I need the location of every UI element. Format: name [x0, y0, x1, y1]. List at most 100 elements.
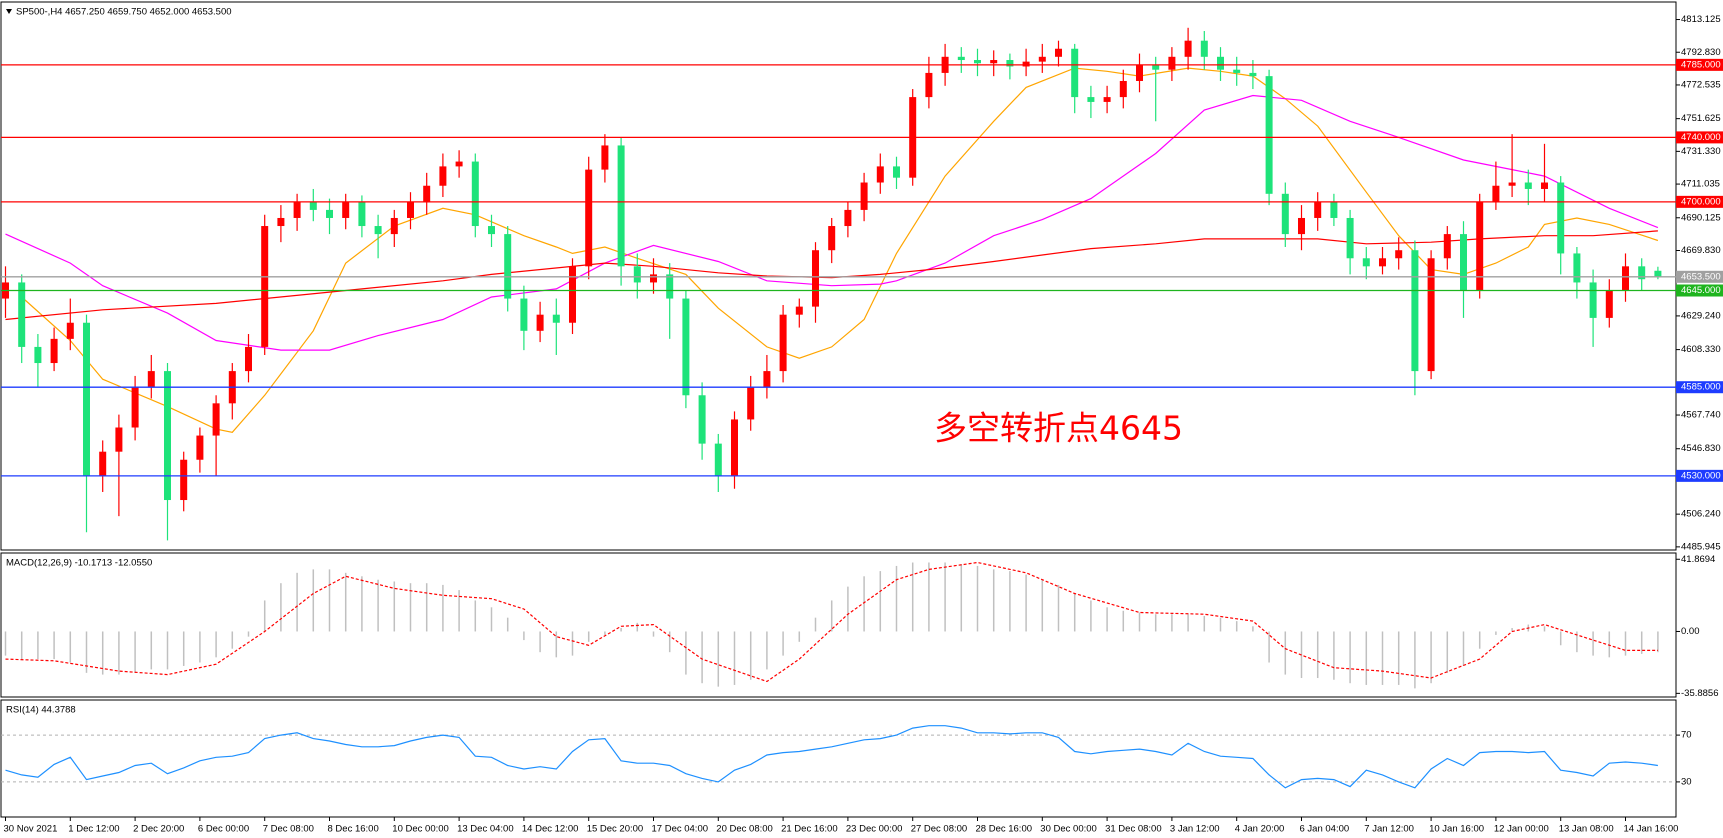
x-tick-label: 2 Dec 20:00 [133, 824, 184, 835]
candle-body [1217, 56, 1224, 70]
candle-body [18, 282, 26, 347]
x-tick-label: 30 Dec 00:00 [1040, 824, 1097, 835]
moving-average [5, 94, 1659, 351]
candle-body [1184, 40, 1192, 57]
candle-body [1476, 201, 1484, 291]
candle-body [1541, 182, 1548, 189]
panel-title: MACD(12,26,9) -10.1713 -12.0550 [6, 558, 152, 569]
candle-body [277, 217, 285, 227]
moving-average [5, 230, 1658, 321]
candle-body [666, 274, 674, 299]
candle-body [131, 387, 139, 428]
y-tick-label: 4690.125 [1681, 212, 1721, 223]
candle-body [1362, 258, 1370, 267]
x-tick-label: 20 Dec 08:00 [716, 824, 773, 835]
candle-body [633, 266, 641, 283]
y-tick-label: 4813.125 [1681, 14, 1721, 25]
panel-frame [0, 699, 1677, 818]
level-label-box [1676, 195, 1723, 208]
candle-body [1281, 193, 1289, 235]
candle-body [1330, 201, 1338, 218]
candle-body [1395, 250, 1403, 259]
candle-body [974, 60, 981, 64]
candle-body [1200, 40, 1208, 57]
y-tick-label: 4546.830 [1681, 443, 1721, 454]
candle-body [1427, 258, 1435, 372]
candle-body [358, 201, 366, 227]
menu-arrow [6, 9, 12, 14]
x-tick-label: 21 Dec 16:00 [781, 824, 838, 835]
candle-body [471, 161, 479, 227]
candle-body [747, 387, 755, 420]
candle-body [536, 314, 544, 331]
candle-body [1492, 185, 1500, 202]
candle-body [99, 451, 107, 476]
candle-body [439, 166, 447, 186]
candle-body [196, 435, 204, 460]
candle-body [1443, 234, 1451, 259]
candle-body [180, 459, 188, 501]
annotation: 多空转折点4645 [934, 409, 1183, 448]
x-tick-label: 14 Jan 16:00 [1624, 824, 1679, 835]
candle-body [552, 314, 560, 323]
x-tick-label: 30 Nov 2021 [4, 824, 58, 835]
candle-body [164, 371, 171, 501]
candle-body [650, 274, 657, 283]
candle-body [1055, 48, 1062, 57]
x-tick-label: 27 Dec 08:00 [911, 824, 968, 835]
candle-body [779, 314, 787, 372]
candle-body [83, 322, 90, 476]
x-tick-label: 28 Dec 16:00 [976, 824, 1033, 835]
candle-body [1573, 253, 1581, 283]
x-tick-label: 1 Dec 12:00 [68, 824, 119, 835]
candle-body [763, 371, 771, 388]
y-tick-label: 4629.240 [1681, 310, 1721, 321]
candle-body [293, 201, 301, 218]
candle-body [1524, 182, 1532, 189]
candle-body [876, 166, 884, 183]
candle-body [1638, 266, 1646, 280]
candle-body [925, 72, 933, 98]
x-tick-label: 3 Jan 12:00 [1170, 824, 1220, 835]
candle-body [585, 169, 593, 267]
level-label-box [1676, 381, 1723, 394]
x-tick-label: 13 Dec 04:00 [457, 824, 514, 835]
candle-body [50, 338, 58, 364]
candle-body [1589, 282, 1597, 318]
x-tick-label: 12 Jan 00:00 [1494, 824, 1549, 835]
candle-body [1265, 76, 1273, 194]
level-label: 4700.000 [1681, 196, 1721, 207]
candle-body [245, 346, 252, 372]
candle-body [147, 371, 155, 388]
y-tick-label: 4751.625 [1681, 113, 1721, 124]
candle-body [488, 226, 495, 235]
y-tick-label: 0.00 [1681, 626, 1700, 637]
candle-body [1622, 266, 1629, 291]
y-tick-label: 4485.945 [1681, 541, 1721, 552]
candle-body [374, 226, 382, 235]
candle-body [1152, 64, 1160, 70]
x-tick-label: 4 Jan 20:00 [1235, 824, 1285, 835]
x-tick-label: 7 Jan 12:00 [1364, 824, 1414, 835]
candle-body [1168, 56, 1176, 70]
candle-body [990, 60, 998, 64]
y-tick-label: 4772.535 [1681, 79, 1721, 90]
candle-body [34, 346, 42, 364]
x-tick-label: 10 Dec 00:00 [392, 824, 449, 835]
y-tick-label: 4731.330 [1681, 146, 1721, 157]
candle-body [698, 395, 706, 444]
candle-body [731, 419, 738, 476]
x-tick-label: 14 Dec 12:00 [522, 824, 579, 835]
x-tick-label: 15 Dec 20:00 [587, 824, 644, 835]
candle-body [1557, 182, 1565, 254]
moving-average [21, 67, 1659, 433]
y-tick-label: 4506.240 [1681, 509, 1721, 520]
candle-body [569, 266, 576, 323]
panel-frame [0, 552, 1677, 698]
candle-body [520, 298, 528, 331]
candle-body [342, 201, 350, 218]
x-tick-label: 23 Dec 00:00 [846, 824, 903, 835]
candle-body [844, 209, 852, 227]
level-label-box [1676, 58, 1723, 71]
candle-body [1314, 201, 1322, 218]
